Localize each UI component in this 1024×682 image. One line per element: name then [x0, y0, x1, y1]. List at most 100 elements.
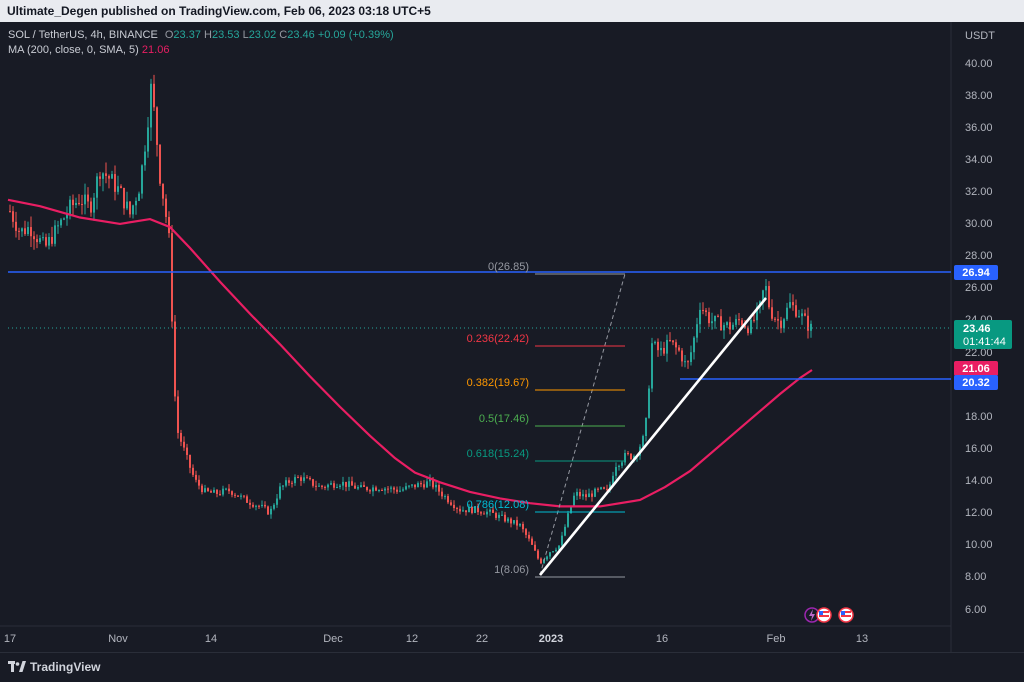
candle-body [546, 556, 548, 560]
last-price-value: 23.46 [963, 323, 991, 335]
candle-body [288, 480, 290, 483]
candle-body [531, 538, 533, 545]
fib-label-1: 1(8.06) [494, 564, 529, 576]
candle-body [18, 230, 20, 232]
fib-retracement[interactable]: 0(26.85) 0.236(22.42) 0.382(19.67) 0.5(1… [467, 261, 626, 578]
candle-body [615, 467, 617, 476]
candle-body [96, 176, 98, 198]
candle-body [729, 322, 731, 330]
candle-body [471, 506, 473, 513]
price-tick: 10.00 [965, 539, 993, 551]
us-flag-event-icon[interactable] [838, 607, 854, 623]
candle-body [510, 518, 512, 524]
price-axis[interactable]: USDT 40.00 38.00 36.00 34.00 32.00 30.00… [965, 30, 995, 616]
price-tick: 26.00 [965, 282, 993, 294]
price-tick: 28.00 [965, 250, 993, 262]
candle-body [732, 324, 734, 330]
candle-body [213, 489, 215, 493]
candle-body [456, 508, 458, 510]
candle-body [588, 493, 590, 498]
price-tick: 30.00 [965, 218, 993, 230]
candle-body [138, 193, 140, 201]
candle-body [666, 339, 668, 354]
candle-body [387, 488, 389, 490]
chart-legend: SOL / TetherUS, 4h, BINANCE O23.37 H23.5… [8, 28, 394, 58]
fib-label-0: 0(26.85) [488, 261, 529, 273]
candle-body [102, 173, 104, 179]
candle-body [261, 504, 263, 507]
candle-body [153, 83, 155, 108]
candle-body [255, 505, 257, 507]
candle-body [75, 202, 77, 206]
candle-body [705, 310, 707, 313]
candle-body [84, 194, 86, 205]
candle-body [564, 526, 566, 536]
time-axis[interactable]: 17 Nov 14 Dec 12 22 2023 16 Feb 13 [4, 633, 868, 645]
price-chart[interactable]: 0(26.85) 0.236(22.42) 0.382(19.67) 0.5(1… [0, 22, 1024, 652]
candle-body [450, 502, 452, 505]
price-tick: 16.00 [965, 443, 993, 455]
chart-frame[interactable]: 0(26.85) 0.236(22.42) 0.382(19.67) 0.5(1… [0, 22, 1024, 652]
candle-body [804, 313, 806, 316]
candle-body [561, 535, 563, 546]
candle-body [660, 347, 662, 351]
candle-body [318, 485, 320, 487]
candle-body [60, 219, 62, 226]
price-tick: 18.00 [965, 411, 993, 423]
candle-body [99, 176, 101, 179]
candle-body [156, 107, 158, 145]
candle-body [30, 227, 32, 237]
candle-body [348, 481, 350, 487]
candle-body [423, 484, 425, 488]
candle-body [621, 462, 623, 466]
published-line: Ultimate_Degen published on TradingView.… [7, 4, 431, 18]
candle-body [330, 483, 332, 485]
candle-body [438, 484, 440, 492]
candle-body [132, 205, 134, 215]
us-flag-event-icon[interactable] [816, 607, 832, 623]
candle-body [306, 477, 308, 479]
candle-body [702, 309, 704, 311]
candle-body [420, 483, 422, 485]
candle-body [303, 477, 305, 481]
candle-body [648, 388, 650, 418]
candle-body [351, 481, 353, 486]
candle-body [396, 489, 398, 492]
candle-body [333, 483, 335, 488]
candle-body [417, 483, 419, 488]
candle-body [393, 487, 395, 490]
candle-body [696, 324, 698, 338]
candle-body [714, 315, 716, 322]
candle-body [297, 477, 299, 479]
fib-label-0236: 0.236(22.42) [467, 333, 529, 345]
candle-body [579, 491, 581, 497]
change-value: +0.09 (+0.39%) [317, 29, 394, 41]
candle-body [453, 504, 455, 509]
candle-body [462, 510, 464, 512]
high-label: H [204, 29, 212, 41]
candle-body [33, 236, 35, 240]
candle-body [654, 341, 656, 344]
candle-body [294, 477, 296, 484]
candle-body [129, 201, 131, 215]
ma-indicator-value: 21.06 [141, 44, 170, 56]
candle-body [285, 480, 287, 486]
candle-body [663, 347, 665, 354]
candle-body [222, 488, 224, 495]
time-tick: Feb [767, 633, 786, 645]
candle-body [618, 465, 620, 468]
economic-events[interactable] [804, 607, 854, 623]
tradingview-brand[interactable]: TradingView [8, 660, 100, 674]
footer-bar: TradingView [0, 652, 1024, 682]
candle-body [267, 506, 269, 515]
candle-body [516, 520, 518, 526]
price-tick: 14.00 [965, 475, 993, 487]
candle-body [498, 514, 500, 518]
candle-body [81, 203, 83, 205]
candle-body [585, 494, 587, 498]
candle-body [630, 453, 632, 460]
candle-body [162, 183, 164, 199]
uptrend-line[interactable] [538, 297, 768, 576]
candle-body [480, 512, 482, 514]
candle-body [363, 485, 365, 487]
